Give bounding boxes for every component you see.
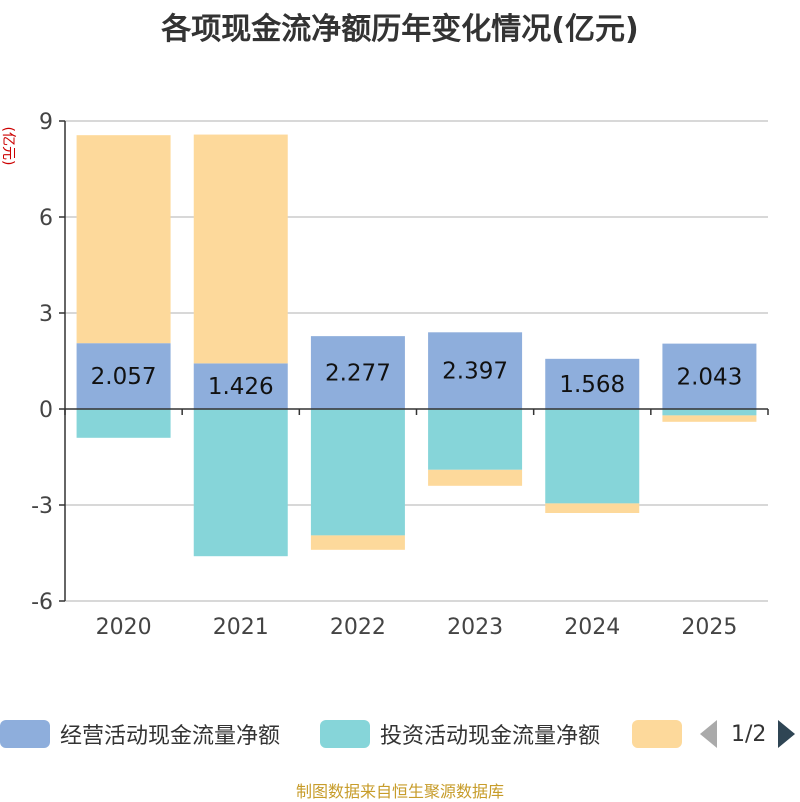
data-label: 1.426 [208,374,274,400]
data-label: 1.568 [559,372,625,398]
legend-page-indicator: 1/2 [731,721,767,747]
data-label: 2.397 [442,359,508,385]
legend-item-investing[interactable]: 投资活动现金流量净额 [320,716,600,752]
legend: 经营活动现金流量净额 投资活动现金流量净额 [0,716,800,752]
legend-swatch-investing [320,720,370,748]
bar-series2-2020[interactable] [76,135,171,344]
y-tick-label: 3 [39,302,53,327]
bar-series2-2023[interactable] [428,469,523,486]
bar-series1-2020[interactable] [76,409,171,438]
y-tick-label: 6 [39,206,53,231]
x-tick-label: 2022 [330,615,386,640]
legend-label-investing: 投资活动现金流量净额 [380,724,601,749]
data-label: 2.277 [325,361,391,387]
y-axis-title: (亿元) [0,127,16,166]
data-label: 2.057 [91,364,157,390]
x-tick-label: 2024 [564,615,620,640]
data-labels: 2.057 1.426 2.277 2.397 1.568 2.043 [91,359,743,401]
axes: -6 -3 0 3 6 9 2020 2021 2022 2023 2024 2025 [31,110,769,640]
bar-series2-2021[interactable] [193,134,288,364]
bar-series1-2023[interactable] [428,409,523,470]
bar-series0-2023[interactable] [428,332,523,409]
x-tick-label: 2020 [96,615,152,640]
y-tick-label: 0 [39,398,53,423]
legend-label-operating: 经营活动现金流量净额 [60,724,281,749]
bar-series1-2022[interactable] [310,409,405,536]
x-tick-label: 2023 [447,615,503,640]
legend-swatch-operating [0,720,50,748]
legend-item-operating[interactable]: 经营活动现金流量净额 [0,716,280,752]
legend-item-financing[interactable] [632,716,692,752]
bar-series0-2020[interactable] [76,343,171,409]
x-tick-label: 2025 [681,615,737,640]
legend-prev-page-icon[interactable] [700,720,717,748]
bar-series0-2025[interactable] [662,343,757,409]
chart-title: 各项现金流净额历年变化情况(亿元) [161,12,639,47]
bar-series0-2021[interactable] [193,363,288,409]
legend-swatch-financing [632,720,682,748]
bar-series2-2025[interactable] [662,415,757,422]
bar-series2-2022[interactable] [310,535,405,550]
bar-series1-2021[interactable] [193,409,288,557]
y-tick-label: -6 [31,590,53,615]
data-label: 2.043 [676,364,742,390]
legend-next-page-icon[interactable] [778,720,796,748]
grid-lines [65,120,768,602]
bar-series2-2024[interactable] [545,503,640,513]
bar-series0-2022[interactable] [310,336,405,409]
bar-series0-2024[interactable] [545,358,640,409]
bar-series1-2025[interactable] [662,409,757,416]
bar-series1-2024[interactable] [545,409,640,504]
legend-pager: 1/2 [700,716,796,752]
bars [76,134,757,557]
x-tick-label: 2021 [213,615,269,640]
y-tick-label: 9 [39,110,53,135]
y-tick-label: -3 [31,494,53,519]
source-note: 制图数据来自恒生聚源数据库 [295,782,504,801]
